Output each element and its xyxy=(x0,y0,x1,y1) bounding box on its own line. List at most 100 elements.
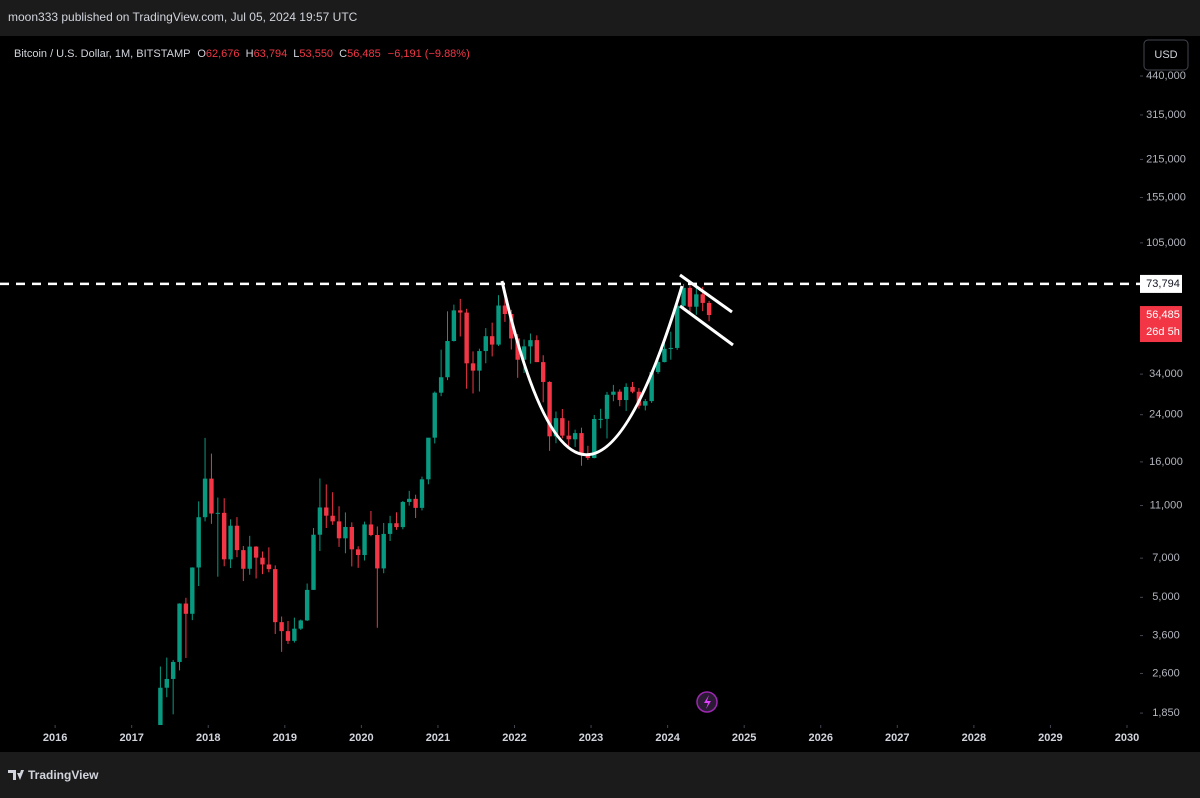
candle-body xyxy=(515,338,520,360)
x-tick-label: 2029 xyxy=(1038,732,1062,744)
candle-body xyxy=(202,478,208,518)
candle-body xyxy=(674,305,680,348)
low-value: 53,550 xyxy=(299,48,333,60)
event-icon[interactable] xyxy=(696,691,718,713)
y-tick-label: 215,000 xyxy=(1146,153,1186,165)
candle-body xyxy=(458,310,463,313)
candle-body xyxy=(400,501,406,528)
candle-body xyxy=(572,433,578,440)
candle-body xyxy=(502,305,508,314)
candle-body xyxy=(279,622,284,632)
x-tick-label: 2019 xyxy=(273,732,297,744)
candle-body xyxy=(209,478,214,514)
open-label: O xyxy=(197,48,206,60)
candle-body xyxy=(426,437,431,480)
candle-body xyxy=(470,363,476,371)
top-bar xyxy=(0,0,1200,36)
candle-body xyxy=(260,557,265,565)
y-tick-label: 16,000 xyxy=(1149,456,1183,468)
high-label: H xyxy=(246,48,254,60)
x-tick-label: 2017 xyxy=(119,732,143,744)
x-tick-label: 2016 xyxy=(43,732,67,744)
y-tick-label: 34,000 xyxy=(1149,368,1183,380)
currency-button[interactable] xyxy=(1143,39,1189,71)
candle-body xyxy=(687,287,693,307)
y-tick-label: 7,000 xyxy=(1152,552,1180,564)
flag-upper xyxy=(679,273,733,314)
candle-body xyxy=(228,525,233,560)
candle-body xyxy=(534,340,540,363)
candle-body xyxy=(241,550,246,569)
x-tick-label: 2021 xyxy=(426,732,450,744)
candle-body xyxy=(355,549,361,556)
candle-body xyxy=(579,433,584,454)
candle-body xyxy=(419,479,425,508)
candle-body xyxy=(158,687,163,725)
horizontal-line-tag xyxy=(1140,274,1182,293)
y-tick-label: 11,000 xyxy=(1150,499,1183,511)
brand: TradingView xyxy=(28,768,99,782)
candle-body xyxy=(311,534,316,590)
x-tick-label: 2026 xyxy=(808,732,832,744)
symbol-title: Bitcoin / U.S. Dollar, 1M, BITSTAMP xyxy=(14,48,190,60)
candle-body xyxy=(298,620,303,629)
candle-body xyxy=(668,347,674,349)
brand-logo: TradingView xyxy=(8,768,99,782)
candle-body xyxy=(317,507,323,535)
candle-body xyxy=(604,394,610,419)
y-tick-label: 155,000 xyxy=(1146,191,1186,203)
candle-body xyxy=(234,525,240,551)
x-tick-label: 2025 xyxy=(732,732,756,744)
candle-body xyxy=(285,631,291,641)
cup-curve xyxy=(500,280,684,457)
x-tick-label: 2020 xyxy=(349,732,373,744)
candle-body xyxy=(464,312,469,364)
candle-body xyxy=(509,313,514,339)
candle-body xyxy=(183,603,189,614)
x-tick-label: 2023 xyxy=(579,732,603,744)
close-value: 56,485 xyxy=(347,48,381,60)
close-label: C xyxy=(339,48,347,60)
countdown-label: 26d 5h xyxy=(1146,326,1180,338)
bottom-bar xyxy=(0,752,1200,798)
candle-body xyxy=(528,340,533,347)
candle-body xyxy=(247,546,252,569)
currency-label[interactable]: USD xyxy=(1154,49,1177,61)
candle-body xyxy=(362,524,367,556)
candle-body xyxy=(592,418,597,459)
drawings xyxy=(500,273,734,457)
candle-body xyxy=(438,377,444,393)
low-label: L xyxy=(293,48,299,60)
candle-body xyxy=(266,564,272,570)
candle-body xyxy=(611,391,616,395)
candle-body xyxy=(196,517,201,568)
candle-body xyxy=(694,294,699,307)
candle-body xyxy=(253,546,259,558)
candle-body xyxy=(489,336,495,345)
flag-lower xyxy=(679,304,734,347)
candle-body xyxy=(477,351,482,371)
candle-body xyxy=(598,418,603,420)
last-price-label: 56,485 xyxy=(1146,309,1180,321)
y-tick-label: 2,600 xyxy=(1152,667,1180,679)
candle-body xyxy=(273,569,278,623)
candle-body xyxy=(190,567,195,614)
open-value: 62,676 xyxy=(206,48,240,60)
candle-body xyxy=(700,294,705,303)
candle-body xyxy=(662,348,667,363)
candle-body xyxy=(496,305,501,345)
candle-body xyxy=(413,498,418,508)
candle-body xyxy=(387,523,393,534)
change-value: −6,191 (−9.88%) xyxy=(388,48,470,60)
candle-body xyxy=(375,534,380,569)
candle-body xyxy=(630,386,635,392)
candle-body xyxy=(547,381,552,437)
x-tick-label: 2028 xyxy=(962,732,986,744)
candle-body xyxy=(336,521,342,539)
candle-body xyxy=(649,371,654,402)
candle-body xyxy=(706,302,712,316)
candle-body xyxy=(451,310,457,342)
candle-body xyxy=(304,589,310,621)
